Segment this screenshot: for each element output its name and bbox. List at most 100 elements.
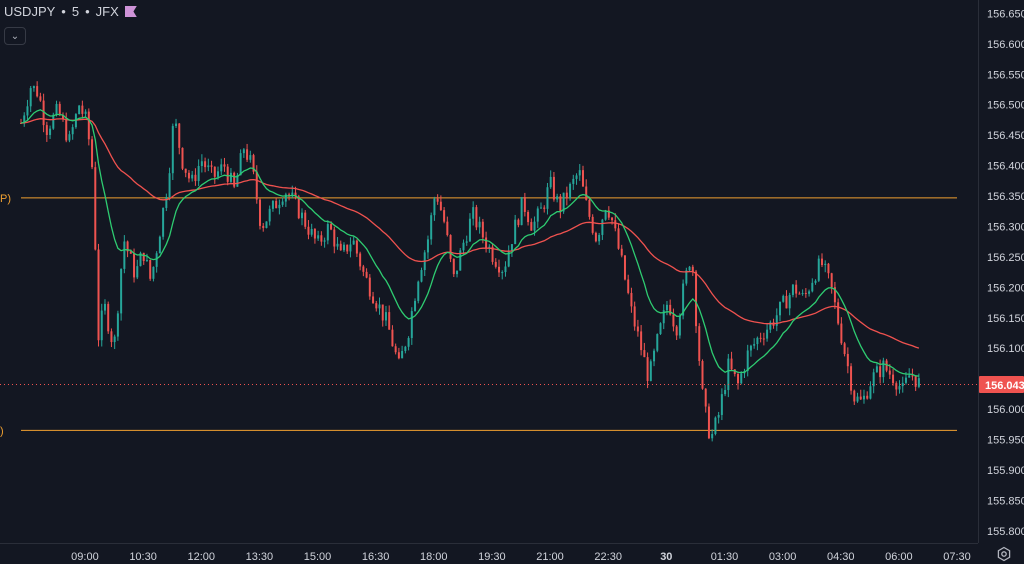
chart-legend[interactable]: USDJPY • 5 • JFX (4, 4, 137, 19)
candle-body (381, 304, 384, 321)
candle-body (585, 186, 588, 200)
candle-body (620, 248, 623, 256)
candle-body (701, 360, 704, 389)
candle-body (259, 199, 262, 226)
candle-body (785, 295, 788, 309)
candle-body (452, 258, 455, 275)
chart-settings-button[interactable] (996, 546, 1012, 562)
candle-body (756, 337, 759, 345)
candle-body (494, 261, 497, 267)
interval-label[interactable]: 5 (71, 4, 80, 19)
candle-body (882, 360, 885, 378)
price-tick-label: 156.100 (987, 343, 1024, 355)
candle-body (714, 417, 717, 435)
candle-body (788, 294, 791, 309)
candle-body (349, 244, 352, 252)
candle-body (278, 204, 281, 209)
candle-body (116, 313, 119, 337)
candle-body (740, 373, 743, 384)
candle-body (801, 293, 804, 295)
candle-body (65, 119, 68, 141)
candle-body (165, 197, 168, 208)
price-tick-label: 156.300 (987, 221, 1024, 233)
candle-body (504, 266, 507, 273)
candle-body (811, 282, 814, 292)
candle-body (662, 310, 665, 324)
candle-body (342, 244, 345, 251)
candle-body (646, 357, 649, 381)
candle-body (833, 287, 836, 303)
candle-body (39, 96, 42, 101)
candle-body (623, 255, 626, 280)
candle-body (213, 166, 216, 177)
candle-body (158, 236, 161, 254)
candle-body (55, 103, 58, 115)
candle-body (365, 271, 368, 278)
candle-body (727, 358, 730, 391)
price-tick-label: 156.650 (987, 8, 1024, 20)
candle-body (32, 86, 35, 89)
candle-body (481, 221, 484, 238)
candle-body (753, 344, 756, 346)
candle-body (704, 388, 707, 407)
time-tick-label: 07:30 (943, 551, 971, 563)
candle-body (61, 115, 64, 120)
candle-body (255, 171, 258, 200)
time-tick-label: 19:30 (478, 551, 506, 563)
price-axis[interactable]: 156.650 156.600 156.550 156.500 156.450 156.4… (987, 8, 1024, 537)
candle-body (659, 323, 662, 335)
level-label: P) (0, 193, 11, 205)
candle-body (575, 175, 578, 179)
candle-body (533, 221, 536, 231)
legend-collapse-button[interactable]: ⌄ (4, 27, 26, 45)
time-tick-label: 16:30 (362, 551, 390, 563)
candle-body (168, 173, 171, 198)
candle-body (850, 366, 853, 391)
candle-body (737, 373, 740, 384)
candle-body (139, 252, 142, 267)
candle-body (617, 228, 620, 249)
time-axis[interactable]: 2909:0010:3012:0013:3015:0016:3018:0019:… (0, 551, 971, 563)
candle-body (49, 128, 52, 135)
candle-body (520, 197, 523, 226)
time-tick-label: 03:00 (769, 551, 797, 563)
candle-body (123, 241, 126, 269)
candle-body (510, 244, 513, 252)
candle-body (191, 174, 194, 179)
candle-body (330, 224, 333, 230)
time-tick-label: 15:00 (304, 551, 332, 563)
candle-body (562, 192, 565, 212)
candle-body (581, 170, 584, 187)
candle-body (210, 165, 213, 167)
time-tick-label: 09:00 (71, 551, 99, 563)
candle-body (501, 272, 504, 274)
candle-body (804, 293, 807, 295)
price-tick-label: 156.500 (987, 100, 1024, 112)
candle-body (236, 175, 239, 187)
time-tick-label: 18:00 (420, 551, 448, 563)
candle-body (843, 343, 846, 354)
candle-body (268, 208, 271, 222)
candle-body (81, 105, 84, 114)
candle-body (552, 176, 555, 200)
candle-body (249, 155, 252, 160)
level-label: ) (0, 425, 4, 437)
candle-body (914, 375, 917, 387)
candle-body (688, 266, 691, 271)
candle-body (846, 353, 849, 367)
candle-body (217, 171, 220, 177)
candle-body (404, 346, 407, 351)
candle-body (187, 172, 190, 179)
candle-body (355, 240, 358, 254)
candle-body (313, 228, 316, 239)
flag-icon[interactable] (124, 6, 137, 17)
candle-body (120, 268, 123, 314)
candle-body (695, 271, 698, 327)
symbol-label[interactable]: USDJPY (4, 4, 56, 19)
candle-body (517, 219, 520, 226)
candle-body (456, 270, 459, 275)
candle-body (378, 304, 381, 309)
time-tick-label: 04:30 (827, 551, 855, 563)
price-tick-label: 156.000 (987, 404, 1024, 416)
